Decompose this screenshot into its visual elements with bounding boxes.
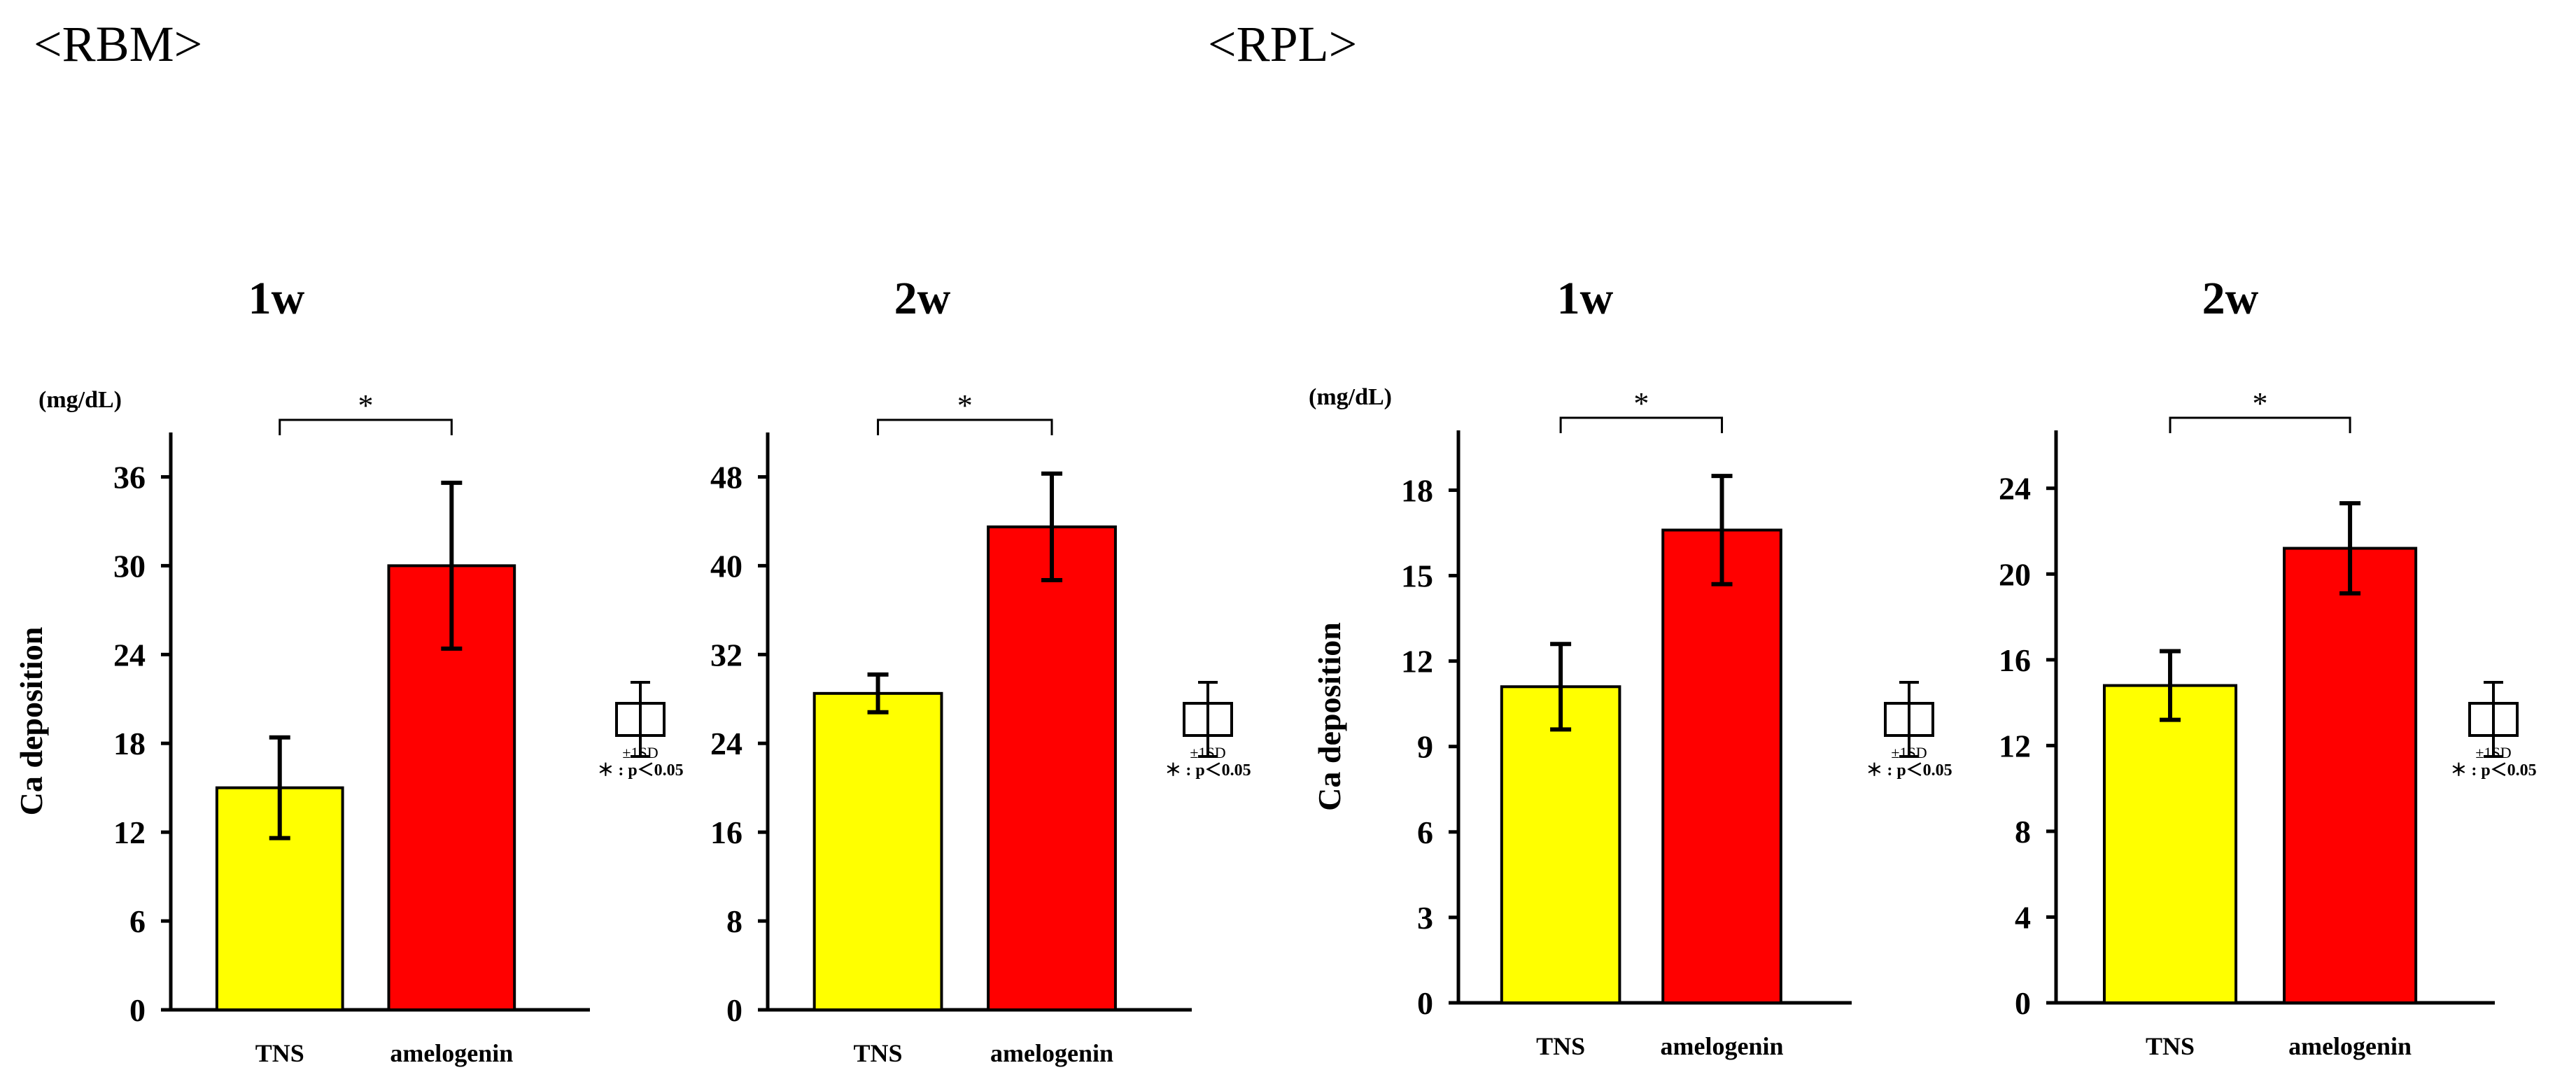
chart-2-bar-amelogenin (1661, 528, 1782, 1004)
chart-2-y-tick-label: 15 (1401, 558, 1433, 594)
chart-2-y-tick-label: 3 (1417, 900, 1433, 936)
chart-0-unit-label: (mg/dL) (38, 387, 122, 413)
chart-3-y-tick-label: 16 (1999, 642, 2031, 678)
chart-0-significance-marker: * (358, 388, 374, 423)
chart-2-y-tick-label: 18 (1401, 472, 1433, 508)
chart-2-y-tick-label: 6 (1417, 815, 1433, 850)
chart-1-y-tick-label: 16 (710, 815, 742, 850)
chart-2-significance-marker: * (1633, 386, 1649, 421)
chart-0-significance-bracket (279, 418, 453, 435)
chart-3-y-tick-label: 20 (1999, 556, 2031, 592)
chart-2-title: 1w (1557, 273, 1614, 324)
chart-2-category-label: TNS (1536, 1032, 1585, 1060)
chart-2-y-axis-label: Ca deposition (1311, 622, 1347, 811)
chart-1-y-tick-label: 24 (710, 726, 742, 761)
chart-1-y-tick-label: 8 (726, 903, 742, 939)
section-title-rbm: <RBM> (34, 16, 203, 72)
chart-1-bar-tns (812, 691, 943, 1011)
chart-3-significance-marker: * (2253, 386, 2268, 421)
chart-2-y-tick-label: 12 (1401, 644, 1433, 680)
chart-1-y-tick-label: 48 (710, 459, 742, 495)
chart-2-category-label: amelogenin (1661, 1032, 1784, 1060)
chart-0-y-tick-label: 24 (113, 637, 146, 673)
chart-0-y-tick-label: 30 (113, 548, 146, 584)
chart-0-y-tick-label: 6 (129, 903, 146, 939)
chart-2-y-tick-label: 9 (1417, 729, 1433, 765)
chart-2-unit-label: (mg/dL) (1309, 384, 1392, 410)
legend-significance-label: ＊ : p＜0.05 (2450, 761, 2536, 780)
chart-3-significance-bracket (2169, 416, 2351, 433)
chart-0-category-label: TNS (255, 1039, 304, 1067)
chart-0-y-tick-label: 0 (129, 992, 146, 1028)
chart-0-y-tick-label: 36 (113, 459, 146, 495)
chart-3-bar-tns (2102, 684, 2238, 1004)
chart-3-category-label: TNS (2146, 1032, 2195, 1060)
chart-0-y-tick-label: 12 (113, 815, 146, 850)
legend-significance-label: ＊ : p＜0.05 (1164, 761, 1251, 780)
chart-2-y-tick-label: 0 (1417, 985, 1433, 1021)
chart-1-y-tick-label: 40 (710, 548, 742, 584)
chart-3-y-tick-label: 4 (2015, 899, 2031, 935)
legend-sd-label: ±1SD (1891, 744, 1927, 761)
chart-1-y-tick-label: 32 (710, 637, 742, 673)
chart-0-y-tick-label: 18 (113, 726, 146, 761)
section-title-rpl: <RPL> (1208, 16, 1358, 72)
chart-2-bar-tns (1500, 685, 1621, 1005)
legend-sd-label: ±1SD (622, 744, 658, 761)
chart-0-y-axis-label: Ca deposition (13, 627, 49, 816)
chart-3-title: 2w (2202, 273, 2259, 324)
legend-significance-label: ＊ : p＜0.05 (1866, 761, 1952, 780)
chart-3-y-tick-label: 24 (1999, 471, 2031, 507)
chart-1-significance-marker: * (957, 388, 973, 423)
legend-sd-label: ±1SD (1190, 744, 1225, 761)
chart-1-title: 2w (894, 273, 951, 324)
chart-0-title: 1w (248, 273, 305, 324)
chart-3-y-tick-label: 8 (2015, 814, 2031, 850)
chart-1-category-label: amelogenin (990, 1039, 1113, 1067)
chart-0-category-label: amelogenin (390, 1039, 513, 1067)
chart-3-y-tick-label: 12 (1999, 728, 2031, 763)
chart-1-bar-amelogenin (987, 525, 1117, 1011)
legend-sd-label: ±1SD (2475, 744, 2511, 761)
chart-1-significance-bracket (877, 418, 1053, 435)
chart-1-y-tick-label: 0 (726, 992, 742, 1028)
legend-significance-label: ＊ : p＜0.05 (597, 761, 683, 780)
chart-3-bar-amelogenin (2283, 547, 2418, 1004)
chart-3-y-tick-label: 0 (2015, 985, 2031, 1021)
chart-2-significance-bracket (1559, 416, 1724, 433)
chart-1-category-label: TNS (854, 1039, 903, 1067)
chart-3-category-label: amelogenin (2288, 1032, 2412, 1060)
